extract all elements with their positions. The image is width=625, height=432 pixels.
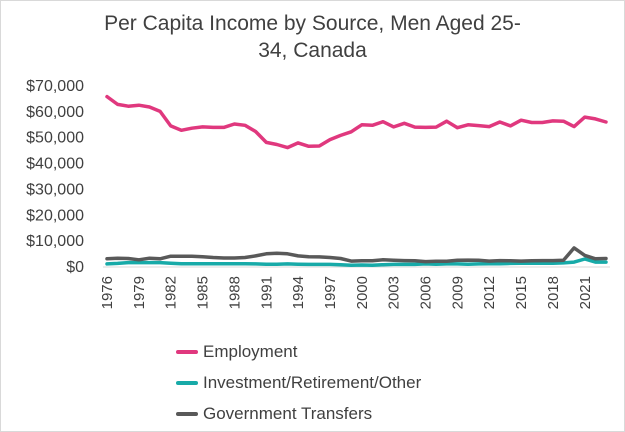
y-tick-label: $60,000	[26, 104, 84, 121]
legend-item-government-transfers: Government Transfers	[176, 398, 421, 429]
legend-swatch-investment	[176, 380, 198, 385]
x-tick-label: 2009	[449, 276, 466, 309]
y-tick-label: $40,000	[26, 156, 84, 173]
x-tick-label: 1976	[99, 276, 116, 309]
x-tick-label: 2021	[577, 276, 594, 309]
legend-label-employment: Employment	[203, 341, 298, 361]
legend: Employment Investment/Retirement/Other G…	[176, 336, 421, 429]
series-line-employment	[105, 94, 608, 150]
legend-label-investment: Investment/Retirement/Other	[203, 372, 422, 392]
x-tick-label: 1991	[258, 276, 275, 309]
x-tick-label: 1985	[195, 276, 212, 309]
x-tick-label: 2003	[386, 276, 403, 309]
x-tick-label: 1988	[226, 276, 243, 309]
chart-title: Per Capita Income by Source, Men Aged 25…	[0, 10, 625, 64]
y-tick-label: $20,000	[26, 207, 84, 224]
x-tick-label: 2015	[513, 276, 530, 309]
x-tick-label: 2000	[354, 276, 371, 309]
x-tick-label: 1982	[163, 276, 180, 309]
chart-title-line-2: 34, Canada	[258, 39, 367, 62]
x-tick-label: 2012	[481, 276, 498, 309]
y-axis-tick-labels: $0 $10,000 $20,000 $30,000 $40,000 $50,000 $60…	[26, 78, 84, 276]
legend-item-investment: Investment/Retirement/Other	[176, 367, 421, 398]
x-axis-tick-labels: 1976 1979 1982 1985 1988 1991 1994 1997 2000 2003…	[99, 276, 594, 309]
series-line-investment-retirement-other	[105, 257, 608, 267]
y-tick-label: $30,000	[26, 181, 84, 198]
legend-label-government-transfers: Government Transfers	[203, 403, 373, 423]
chart-title-line-1: Per Capita Income by Source, Men Aged 25…	[104, 12, 521, 35]
y-tick-label: $10,000	[26, 233, 84, 250]
x-tick-label: 1994	[290, 276, 307, 309]
x-tick-label: 1997	[322, 276, 339, 309]
x-tick-label: 1979	[131, 276, 148, 309]
y-tick-label: $0	[66, 259, 84, 276]
series-lines	[105, 94, 608, 267]
legend-item-employment: Employment	[176, 336, 421, 367]
series-line-government-transfers	[105, 246, 608, 264]
legend-swatch-government-transfers	[176, 411, 198, 416]
x-tick-label: 2018	[545, 276, 562, 309]
y-tick-label: $70,000	[26, 78, 84, 95]
legend-swatch-employment	[176, 349, 198, 354]
x-tick-label: 2006	[418, 276, 435, 309]
y-tick-label: $50,000	[26, 130, 84, 147]
